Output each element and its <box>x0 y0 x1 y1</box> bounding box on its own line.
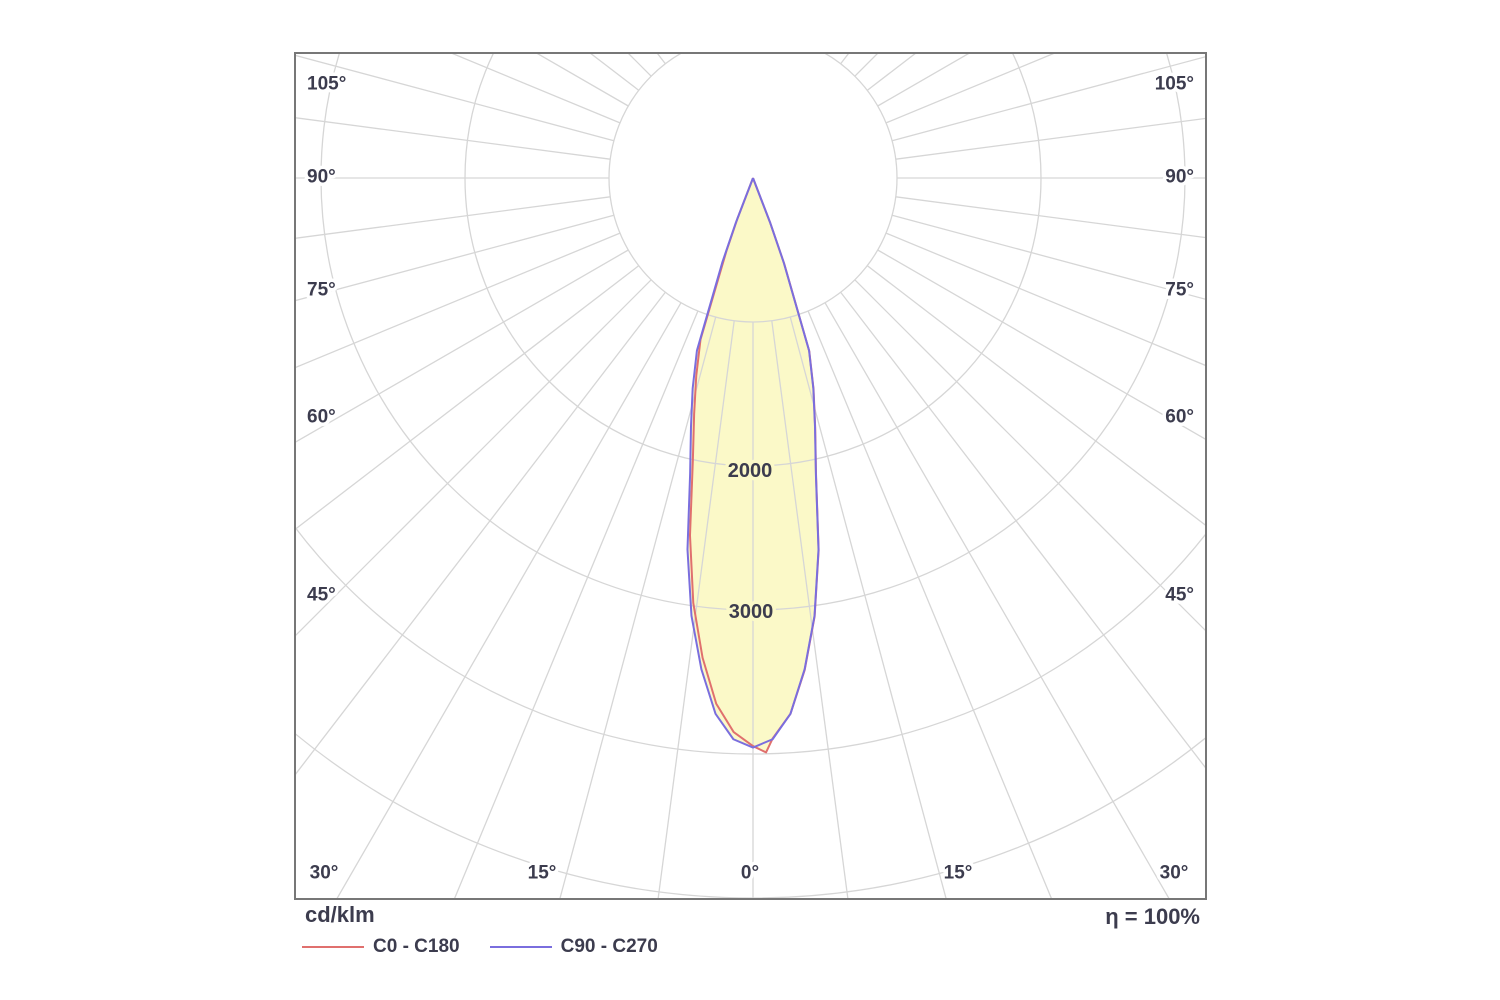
grid-ray <box>807 310 1053 899</box>
grid-ray <box>453 310 699 899</box>
series-curve-c90-c270 <box>686 177 820 749</box>
legend-swatch-line <box>302 946 364 948</box>
grid-ray <box>295 117 611 160</box>
grid-ray <box>295 232 621 369</box>
grid-ray <box>885 232 1206 367</box>
angle-label-left: 75° <box>307 280 336 301</box>
grid-ray <box>877 249 1206 441</box>
grid-ray <box>895 196 1206 239</box>
radial-value-label-3000: 3000 <box>729 601 774 623</box>
grid-ray <box>335 302 682 899</box>
grid-ray <box>866 265 1206 527</box>
legend-label: C0 - C180 <box>373 936 460 957</box>
grid-ray <box>295 265 640 531</box>
legend-item-c0-c180: C0 - C180 <box>302 936 460 958</box>
angle-label-right: 75° <box>1165 280 1194 301</box>
units-label: cd/klm <box>305 902 375 927</box>
grid-ray <box>824 302 1171 899</box>
grid-ray <box>295 291 666 776</box>
grid-ray <box>771 320 849 899</box>
angle-label-bottom: 30° <box>1160 863 1189 884</box>
grid-ray <box>295 214 615 302</box>
grid-ray <box>891 214 1206 301</box>
efficiency-label: η = 100% <box>1105 904 1200 929</box>
angle-label-left: 90° <box>307 167 336 188</box>
curve-legend: C0 - C180 C90 - C270 <box>302 936 658 958</box>
grid-ray <box>559 316 717 899</box>
grid-ray <box>891 55 1206 142</box>
legend-label: C90 - C270 <box>560 936 658 957</box>
grid-ray <box>295 196 611 239</box>
grid-ray <box>657 320 735 899</box>
angle-label-left: 105° <box>307 74 346 95</box>
legend-item-c90-c270: C90 - C270 <box>489 936 658 958</box>
angle-label-right: 90° <box>1165 167 1194 188</box>
grid-ray <box>840 291 1206 770</box>
angle-label-bottom: 0° <box>741 863 759 884</box>
radial-value-label-2000: 2000 <box>728 460 773 482</box>
grid-ray <box>840 53 850 65</box>
angle-label-right: 105° <box>1155 74 1194 95</box>
grid-ray <box>449 53 621 124</box>
legend-swatch-line <box>489 946 552 948</box>
grid-ray <box>789 316 947 899</box>
grid-ray <box>656 53 666 65</box>
angle-label-left: 60° <box>307 407 336 428</box>
angle-label-bottom: 15° <box>944 863 973 884</box>
angle-label-bottom: 30° <box>310 863 339 884</box>
angle-label-bottom: 15° <box>528 863 557 884</box>
grid-ray <box>854 279 1206 632</box>
grid-ray <box>295 54 615 142</box>
angle-label-right: 45° <box>1165 585 1194 606</box>
grid-ray <box>295 279 652 637</box>
angle-label-right: 60° <box>1165 407 1194 428</box>
grid-ray <box>895 117 1206 160</box>
plot-border <box>294 52 1207 900</box>
angle-label-left: 45° <box>307 585 336 606</box>
grid-ray <box>854 53 879 77</box>
grid-ray <box>885 53 1057 124</box>
grid-ray <box>627 53 652 77</box>
grid-ray <box>295 249 629 444</box>
